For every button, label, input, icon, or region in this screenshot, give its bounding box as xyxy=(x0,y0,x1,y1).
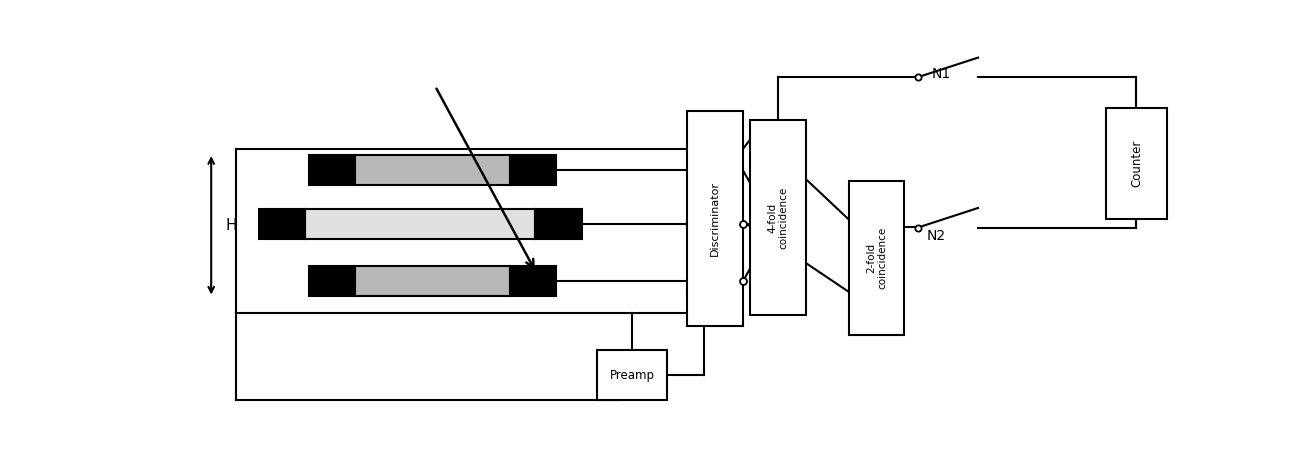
Bar xyxy=(309,155,355,186)
Bar xyxy=(309,266,355,296)
Bar xyxy=(596,350,667,400)
Text: Preamp: Preamp xyxy=(609,369,655,382)
Bar xyxy=(259,209,305,239)
Bar xyxy=(510,266,556,296)
Bar xyxy=(305,209,535,239)
Text: 4-fold
coincidence: 4-fold coincidence xyxy=(767,186,789,249)
Text: 2-fold
coincidence: 2-fold coincidence xyxy=(866,227,888,289)
Bar xyxy=(355,266,510,296)
Text: N2: N2 xyxy=(927,228,945,243)
Bar xyxy=(535,209,582,239)
Bar xyxy=(687,111,743,326)
Bar xyxy=(849,181,905,335)
Bar xyxy=(1107,108,1167,219)
Text: Counter: Counter xyxy=(1130,140,1143,187)
Text: Discriminator: Discriminator xyxy=(710,181,720,256)
Bar xyxy=(510,155,556,186)
Bar xyxy=(355,155,510,186)
Text: N1: N1 xyxy=(932,66,950,81)
Bar xyxy=(750,120,806,315)
Text: H: H xyxy=(225,218,237,233)
